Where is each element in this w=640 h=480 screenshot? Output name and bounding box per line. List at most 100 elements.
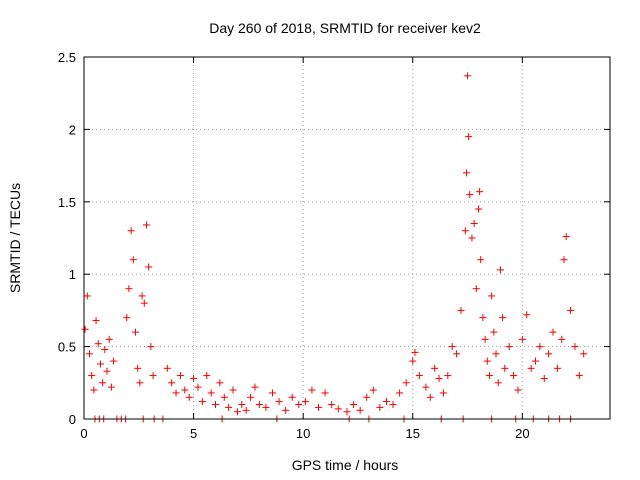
data-point [203, 372, 211, 380]
plot-frame [83, 56, 611, 420]
data-point [238, 401, 246, 409]
x-axis-label: GPS time / hours [292, 457, 399, 473]
data-point [81, 325, 89, 333]
x-tick-label: 5 [190, 426, 197, 441]
data-point [147, 343, 155, 351]
data-point [402, 379, 410, 387]
data-point [282, 406, 290, 414]
data-point [163, 364, 171, 372]
data-point [444, 372, 452, 380]
data-point [127, 227, 135, 235]
data-point [103, 367, 111, 375]
data-point [479, 314, 487, 322]
data-point [514, 386, 522, 394]
y-tick-label: 1 [69, 267, 76, 282]
data-point [523, 311, 531, 319]
data-point [123, 314, 131, 322]
data-point [207, 389, 215, 397]
data-point [185, 393, 193, 401]
data-point [435, 374, 443, 382]
data-point [465, 133, 473, 141]
data-point [356, 406, 364, 414]
data-point [396, 389, 404, 397]
data-point [110, 357, 118, 365]
data-point [334, 405, 342, 413]
data-point [488, 292, 496, 300]
data-point [549, 328, 557, 336]
data-point [88, 372, 96, 380]
data-point [99, 379, 107, 387]
data-point [376, 403, 384, 411]
data-point [560, 256, 568, 264]
data-point [409, 357, 417, 365]
data-point [212, 401, 219, 409]
data-point [350, 401, 358, 409]
data-point [229, 386, 237, 394]
data-point [499, 314, 507, 322]
data-point [476, 188, 484, 196]
data-point [496, 266, 504, 274]
data-point [251, 383, 259, 391]
data-point [94, 340, 102, 348]
data-point [510, 372, 518, 380]
data-point [492, 350, 500, 358]
data-point [101, 345, 109, 353]
data-point [328, 401, 336, 409]
data-point [216, 379, 224, 387]
data-point [527, 364, 535, 372]
data-point [194, 383, 202, 391]
data-point [125, 285, 133, 293]
y-axis-label: SRMTID / TECUs [7, 183, 23, 293]
x-tick-label: 15 [406, 426, 420, 441]
data-point [268, 389, 276, 397]
data-point [96, 360, 104, 368]
data-point [129, 256, 137, 264]
data-point [571, 343, 579, 351]
data-point [134, 364, 142, 372]
x-tick-label: 0 [80, 426, 87, 441]
data-point [107, 383, 115, 391]
data-point [190, 374, 198, 382]
data-point [562, 233, 570, 241]
data-point [501, 364, 509, 372]
x-tick-label: 10 [296, 426, 310, 441]
data-point [220, 393, 228, 401]
data-point [363, 393, 371, 401]
data-point [505, 343, 513, 351]
data-point [466, 191, 474, 199]
y-tick-label: 0 [69, 412, 76, 427]
data-point [464, 72, 472, 80]
data-point [462, 169, 470, 177]
data-point [475, 205, 482, 213]
data-point [575, 372, 583, 380]
data-point [315, 403, 323, 411]
data-point [382, 398, 390, 406]
data-point [255, 401, 263, 409]
data-point [426, 393, 434, 401]
data-point [531, 357, 539, 365]
data-point [567, 306, 575, 314]
data-point [168, 379, 176, 387]
y-tick-label: 2 [69, 122, 76, 137]
data-point [411, 348, 419, 356]
data-point [288, 393, 296, 401]
data-point [198, 398, 206, 406]
data-point [85, 350, 93, 358]
data-point [485, 372, 493, 380]
x-tick-label: 20 [515, 426, 529, 441]
data-point [321, 389, 329, 397]
data-point [439, 389, 447, 397]
data-point [132, 328, 140, 336]
data-point [262, 403, 270, 411]
data-point [136, 379, 144, 387]
data-point [494, 379, 502, 387]
data-point [92, 317, 100, 325]
data-point [553, 364, 561, 372]
data-point [181, 386, 189, 394]
data-point [540, 374, 548, 382]
data-point [142, 221, 150, 229]
data-point [138, 292, 146, 300]
data-point [242, 406, 250, 414]
